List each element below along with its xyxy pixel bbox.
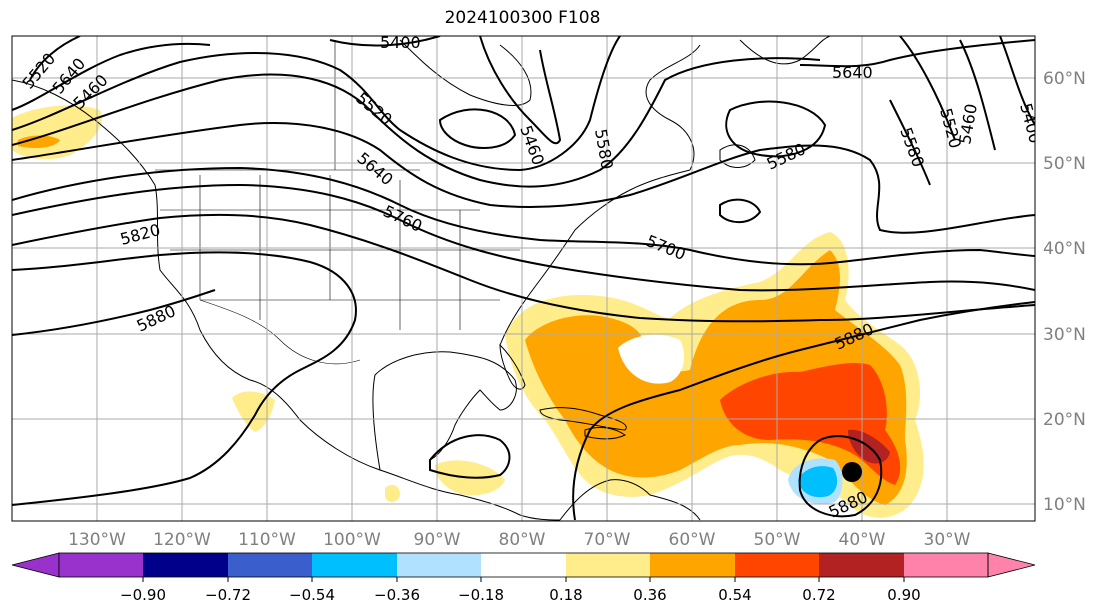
colorbar-segment [819, 553, 904, 577]
lon-label: 120°W [153, 530, 211, 550]
coast-newfoundland [719, 144, 756, 168]
label-5640-a: 5640 [832, 63, 873, 82]
contour-5520 [12, 36, 956, 172]
colorbar-tick-label: −0.54 [289, 586, 335, 604]
colorbar-extend-left [11, 552, 60, 578]
colorbar-segment [312, 553, 397, 577]
colorbar-tick-label: 0.18 [549, 586, 582, 604]
coast-south-america [559, 479, 701, 521]
colorbar-segment [143, 553, 228, 577]
colorbar-segment [735, 553, 819, 577]
map-frame [11, 35, 1036, 522]
contour-5880 [12, 251, 1035, 521]
lon-label: 130°W [68, 530, 126, 550]
contour-5580 [12, 57, 931, 188]
contour-5820 [12, 213, 1035, 323]
colorbar-tick-label: −0.36 [374, 586, 420, 604]
colorbar-tick-label: 0.90 [887, 586, 920, 604]
contour-5880-car [429, 434, 511, 479]
colorbar: −0.90 −0.72 −0.54 −0.36 −0.18 0.18 0.36 … [11, 552, 1036, 604]
lon-label: 100°W [323, 530, 381, 550]
longitude-labels: 130°W 120°W 110°W 100°W 90°W 80°W 70°W 6… [68, 530, 971, 550]
lon-label: 50°W [754, 530, 801, 550]
colorbar-segment [397, 553, 481, 577]
lon-label: 70°W [584, 530, 631, 550]
lon-label: 110°W [238, 530, 296, 550]
colorbar-segment [904, 553, 988, 577]
colorbar-outline [58, 552, 989, 578]
contour-5760 [12, 183, 1035, 292]
colorbar-extend-right [987, 552, 1036, 578]
coast-cuba [539, 407, 627, 431]
coast-hudson [399, 39, 532, 106]
colorbar-tick-label: 0.72 [802, 586, 835, 604]
lat-label: 30°N [1043, 325, 1086, 345]
lon-label: 90°W [414, 530, 461, 550]
shading-hole [618, 334, 685, 384]
lat-label: 50°N [1043, 154, 1086, 174]
lat-label: 10°N [1043, 495, 1086, 515]
shading-mexico-patch [232, 391, 275, 432]
lon-label: 60°W [669, 530, 716, 550]
contour-5880-mexico [12, 289, 216, 336]
lon-label: 40°W [839, 530, 886, 550]
height-contours [12, 36, 1035, 521]
colorbar-segment [566, 553, 650, 577]
lat-label: 60°N [1043, 69, 1086, 89]
lat-label: 40°N [1043, 239, 1086, 259]
colorbar-tick-label: 0.36 [633, 586, 666, 604]
shading-pnw-orange [18, 135, 60, 148]
shading-blue [798, 466, 838, 498]
label-5400-a: 5400 [380, 33, 421, 52]
storm-marker [842, 462, 862, 482]
borders [155, 40, 520, 365]
colorbar-segment [59, 553, 143, 577]
shading-small-patch [385, 484, 400, 503]
coast-greenland [739, 36, 831, 65]
coastlines [12, 36, 831, 521]
colorbar-tick-label: −0.90 [120, 586, 166, 604]
coast-hispaniola [584, 427, 626, 440]
lon-label: 30°W [924, 530, 971, 550]
latitude-labels: 60°N 50°N 40°N 30°N 20°N 10°N [1043, 69, 1086, 515]
map-title: 2024100300 F108 [444, 8, 601, 28]
lat-label: 20°N [1043, 410, 1086, 430]
contour-5700 [12, 166, 1035, 266]
contour-5460 [12, 36, 996, 151]
colorbar-segment [481, 553, 566, 577]
colorbar-tick-label: 0.54 [718, 586, 751, 604]
shading-red [720, 362, 901, 485]
coast-north-america [12, 79, 561, 521]
colorbar-tick-label: −0.18 [458, 586, 504, 604]
colorbar-tick-label: −0.72 [205, 586, 251, 604]
contour-5640 [12, 39, 1035, 234]
coast-florida [499, 343, 526, 390]
colorbar-segment [228, 553, 312, 577]
coast-east-us [499, 169, 691, 346]
colorbar-segment [650, 553, 735, 577]
lon-label: 80°W [499, 530, 546, 550]
